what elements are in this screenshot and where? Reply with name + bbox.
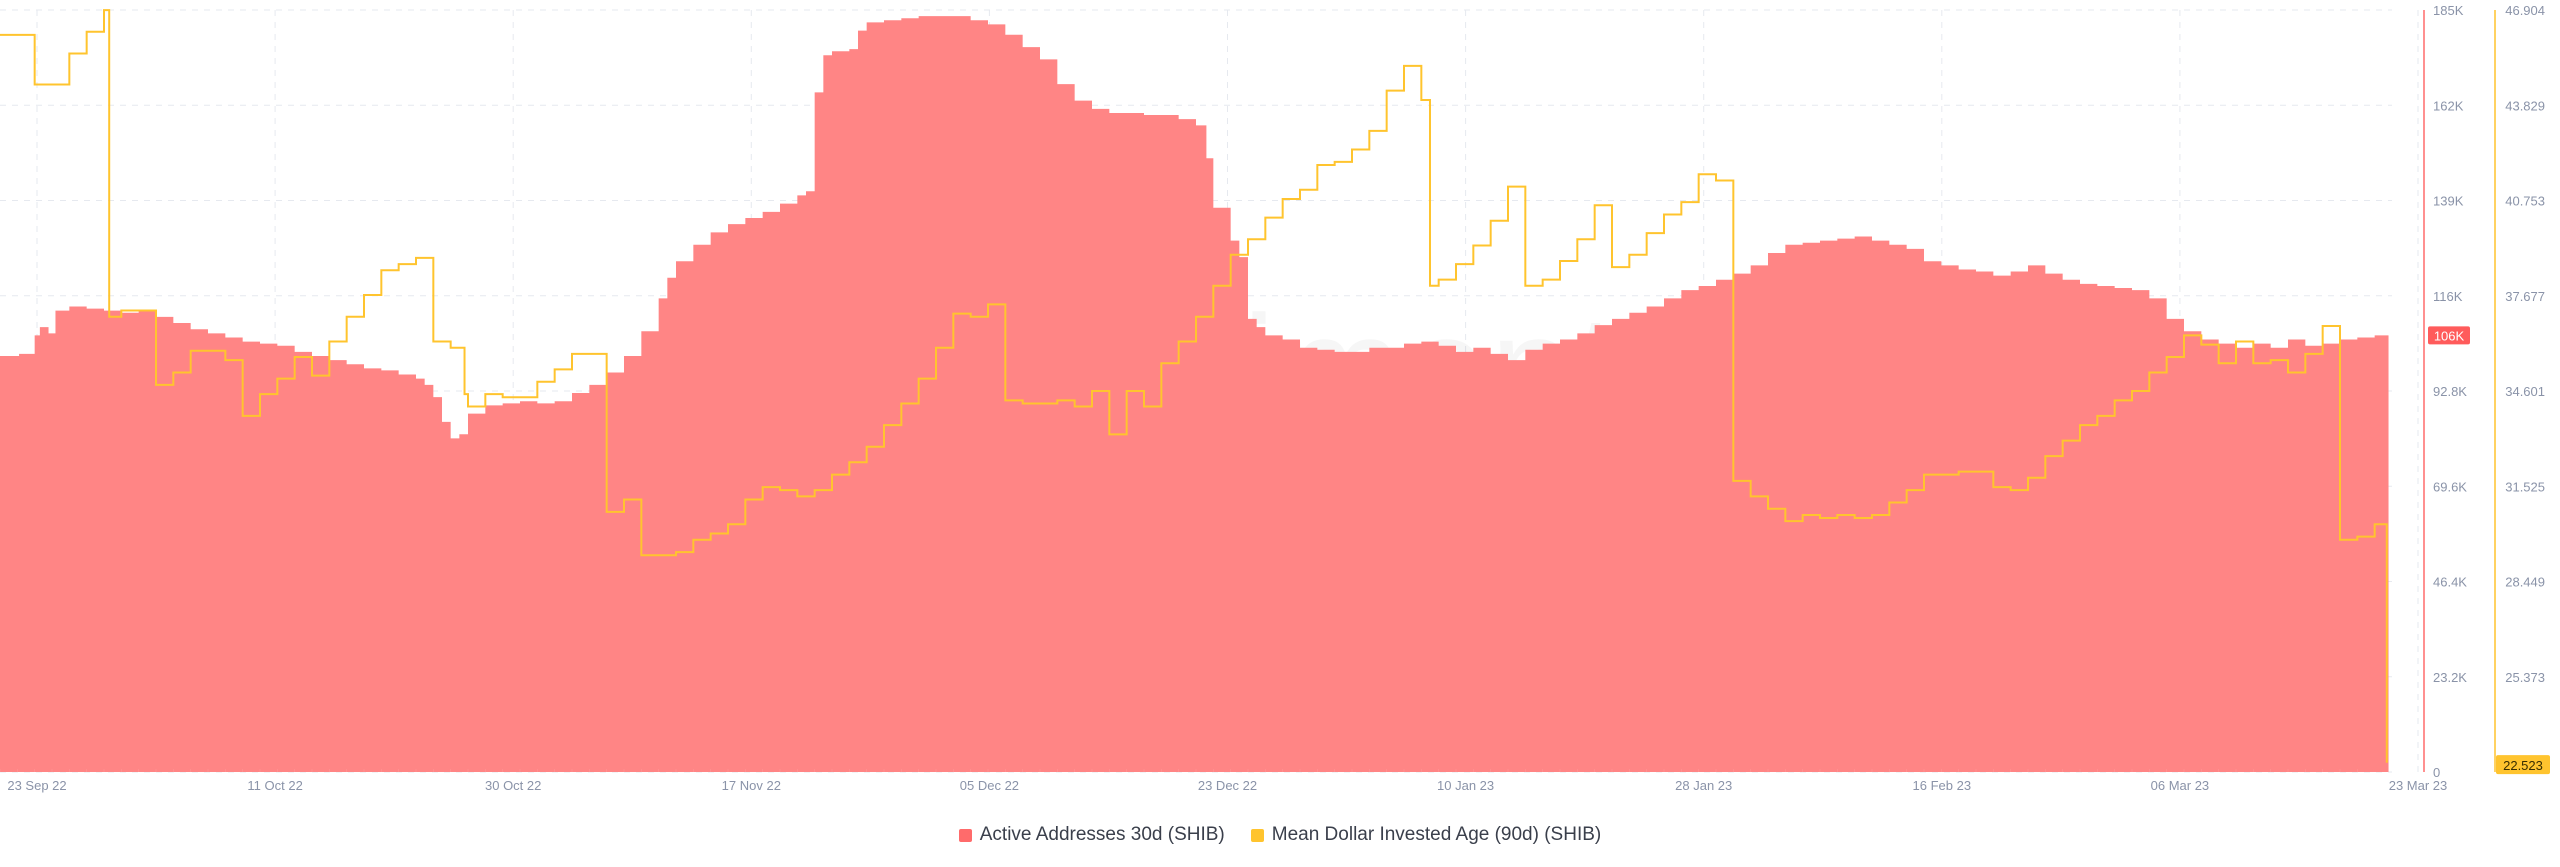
y-left-tick-label: 139K <box>2433 194 2464 209</box>
legend-swatch-active-addresses <box>958 828 972 842</box>
legend-label-mean-dollar-invested-age: Mean Dollar Invested Age (90d) (SHIB) <box>1271 824 1602 845</box>
current-value-badge-left <box>2428 326 2470 345</box>
y-left-tick-label: 162K <box>2433 98 2464 113</box>
y-right-tick-label: 28.449 <box>2505 575 2545 590</box>
active-addresses-series[interactable] <box>0 16 2389 772</box>
legend-item-active-addresses[interactable]: Active Addresses 30d (SHIB) <box>958 824 1225 846</box>
y-right-tick-label: 37.677 <box>2505 289 2545 304</box>
y-left-tick-label: 92.8K <box>2433 384 2467 399</box>
current-value-badge-right <box>2496 755 2550 775</box>
x-tick-label: 05 Dec 22 <box>960 778 1019 793</box>
y-left-tick-label: 69.6K <box>2433 479 2467 494</box>
y-left-tick-label: 185K <box>2433 3 2464 18</box>
x-tick-label: 23 Dec 22 <box>1198 778 1257 793</box>
x-tick-label: 06 Mar 23 <box>2151 778 2210 793</box>
y-right-tick-label: 40.753 <box>2505 194 2545 209</box>
legend-label-active-addresses: Active Addresses 30d (SHIB) <box>979 824 1225 845</box>
x-tick-label: 10 Jan 23 <box>1437 778 1494 793</box>
mean-dollar-invested-age-line[interactable] <box>0 9 2388 763</box>
y-right-tick-label: 31.525 <box>2505 479 2545 494</box>
y-left-tick-label: 46.4K <box>2433 575 2467 590</box>
mean-dollar-invested-age-series[interactable] <box>0 9 2388 763</box>
axes: 0 23.2K 46.4K 69.6K 92.8K 116K 139K 162K 185K 23 … <box>7 3 2550 793</box>
current-value-badge-left-text: 106K <box>2434 328 2465 343</box>
y-left-tick-label: 23.2K <box>2433 670 2467 685</box>
y-right-tick-label: 46.904 <box>2505 3 2545 18</box>
y-left-tick-label: 116K <box>2433 289 2463 304</box>
y-right-tick-label: 43.829 <box>2505 98 2545 113</box>
active-addresses-area[interactable] <box>0 16 2389 772</box>
x-tick-label: 16 Feb 23 <box>1913 778 1972 793</box>
x-tick-label: 11 Oct 22 <box>247 778 302 793</box>
legend-item-mean-dollar-invested-age[interactable]: Mean Dollar Invested Age (90d) (SHIB) <box>1250 824 1602 846</box>
x-tick-label: 28 Jan 23 <box>1675 778 1732 793</box>
x-tick-label: 17 Nov 22 <box>722 778 781 793</box>
y-right-tick-label: 34.601 <box>2505 384 2545 399</box>
current-value-badge-right-text: 22.523 <box>2503 758 2543 773</box>
y-left-tick-label: 0 <box>2433 765 2440 780</box>
x-tick-label: 30 Oct 22 <box>485 778 541 793</box>
x-tick-label: 23 Sep 22 <box>7 778 66 793</box>
legend-swatch-mean-dollar-invested-age <box>1250 828 1264 842</box>
legend: Active Addresses 30d (SHIB) Mean Dollar … <box>0 820 2560 850</box>
y-right-tick-label: 25.373 <box>2505 670 2545 685</box>
x-tick-label: 23 Mar 23 <box>2389 778 2448 793</box>
